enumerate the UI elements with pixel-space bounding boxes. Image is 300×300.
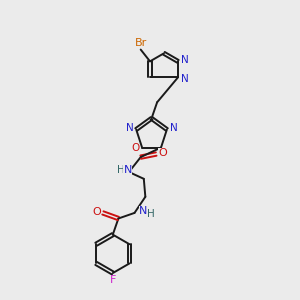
Text: H: H (147, 209, 154, 219)
Text: Br: Br (135, 38, 147, 48)
Text: N: N (170, 123, 178, 133)
Text: O: O (131, 143, 140, 153)
Text: H: H (117, 164, 124, 175)
Text: N: N (139, 206, 147, 216)
Text: N: N (181, 55, 189, 65)
Text: O: O (158, 148, 167, 158)
Text: N: N (124, 164, 132, 175)
Text: F: F (110, 275, 116, 285)
Text: N: N (125, 123, 133, 133)
Text: O: O (92, 207, 101, 217)
Text: N: N (181, 74, 189, 84)
